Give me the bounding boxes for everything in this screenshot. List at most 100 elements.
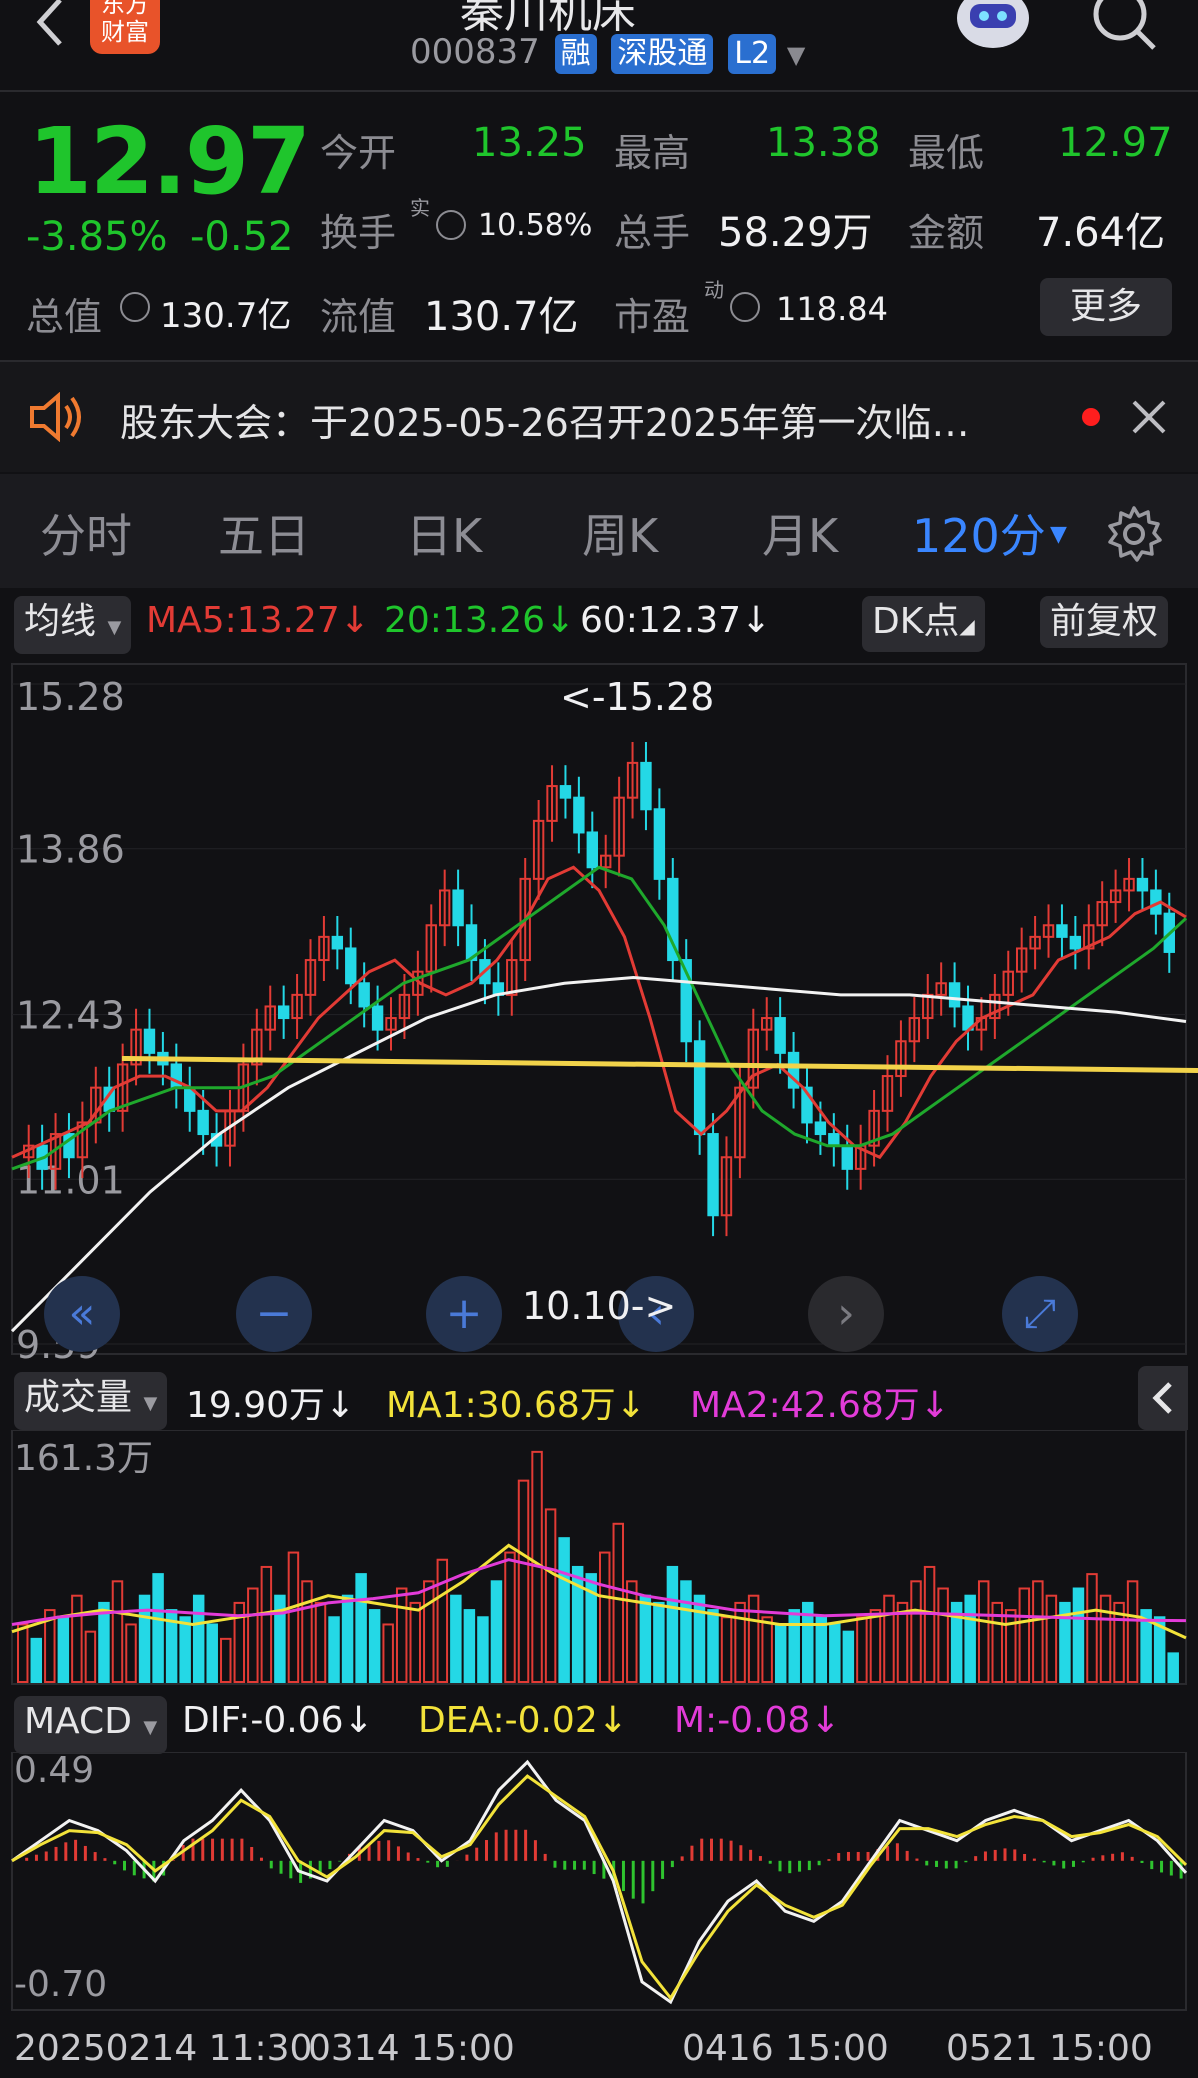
macd-selector[interactable]: MACD ▼	[14, 1696, 168, 1754]
volume-ma1-value: MA1:30.68万	[386, 1385, 616, 1426]
candle-body	[693, 1040, 706, 1136]
macd-dea-line	[11, 1774, 1188, 2001]
time-axis-tick: 0416 15:00	[682, 2028, 889, 2069]
tab-weekly[interactable]: 周K	[582, 509, 659, 563]
back-icon[interactable]	[20, 0, 70, 50]
volume-bar	[653, 1601, 665, 1683]
macd-dif-line	[11, 1759, 1188, 2005]
volume-bar	[1167, 1652, 1179, 1684]
market-cap-label: 总值	[26, 295, 103, 339]
volume-bar	[368, 1609, 381, 1684]
unread-dot	[1082, 408, 1100, 426]
candle-body	[720, 1156, 733, 1217]
tab-daily[interactable]: 日K	[406, 509, 483, 563]
candle-body	[1109, 889, 1122, 904]
volume-bar	[382, 1623, 394, 1683]
dk-point-button[interactable]: DK点◢	[862, 596, 985, 652]
candle-body	[76, 1121, 89, 1159]
volume-bar	[1086, 1573, 1098, 1683]
y-tick-label: 13.86	[16, 828, 125, 872]
step-left-button[interactable]: ‹	[618, 1276, 694, 1352]
collapse-panel-button[interactable]	[1138, 1366, 1188, 1430]
scroll-left-button[interactable]: «	[44, 1276, 120, 1352]
volume-bar	[937, 1587, 949, 1683]
candle-body	[814, 1121, 827, 1136]
volume-bar	[436, 1558, 449, 1683]
fullscreen-button[interactable]: ⤢	[1002, 1276, 1078, 1352]
tab-120min[interactable]: 120分	[912, 509, 1046, 563]
arrow-down-icon: ↓	[741, 600, 772, 641]
open-value: 13.25	[472, 120, 587, 166]
info-icon[interactable]	[436, 210, 466, 240]
stock-code-row: 000837 融 深股通 L2 ▼	[410, 32, 805, 74]
badge-l2: L2	[728, 34, 777, 74]
ma-line-20	[11, 865, 1188, 1171]
step-right-button[interactable]: ›	[808, 1276, 884, 1352]
volume-bar	[192, 1594, 205, 1683]
low-label: 最低	[908, 131, 985, 175]
zoom-in-button[interactable]: +	[426, 1276, 502, 1352]
ma20-value: 20:13.26	[384, 600, 545, 641]
candle-body	[948, 982, 961, 1008]
candle-body	[1123, 877, 1135, 892]
info-icon[interactable]	[730, 292, 760, 322]
candle-body	[573, 796, 585, 834]
search-icon[interactable]	[1088, 0, 1158, 60]
candle-body	[1002, 970, 1014, 996]
volume-bar	[328, 1616, 340, 1683]
candle-body	[586, 831, 598, 869]
volume-selector[interactable]: 成交量 ▼	[14, 1372, 168, 1430]
volume-bar	[720, 1616, 733, 1683]
chevron-down-icon[interactable]: ▼	[1050, 522, 1067, 547]
candle-body	[1015, 947, 1028, 973]
volume-value: 58.29万	[718, 210, 873, 256]
volume-bar	[179, 1616, 191, 1683]
candle-body	[345, 947, 357, 985]
chevron-down-icon: ▼	[107, 617, 122, 638]
candle-body	[1136, 877, 1149, 892]
chevron-down-icon[interactable]: ▼	[786, 41, 806, 69]
robot-avatar-icon[interactable]	[948, 0, 1038, 60]
info-icon[interactable]	[120, 292, 150, 322]
ma-selector[interactable]: 均线 ▼	[14, 596, 132, 654]
time-axis-tick: 0314 15:00	[308, 2028, 515, 2069]
corner-arrow-icon: ◢	[959, 614, 975, 638]
candle-body	[1096, 901, 1108, 927]
amount-label: 金额	[908, 211, 985, 255]
candle-body	[1069, 935, 1082, 950]
more-button[interactable]: 更多	[1040, 278, 1172, 336]
volume-chart[interactable]: 161.3万	[0, 1430, 1198, 1690]
candle-body	[734, 1086, 746, 1159]
float-cap-label: 流值	[320, 295, 397, 339]
ma60-label: 60:12.37↓	[580, 600, 771, 641]
volume-bar	[991, 1601, 1003, 1683]
candle-body	[371, 1005, 384, 1031]
volume-bar	[1045, 1594, 1058, 1683]
macd-chart[interactable]: 0.49 -0.70	[0, 1752, 1198, 2012]
y-tick-label: 11.01	[16, 1158, 125, 1202]
tab-intraday[interactable]: 分时	[40, 509, 132, 563]
candle-body	[197, 1109, 209, 1136]
candle-body	[304, 959, 317, 996]
zoom-out-button[interactable]: −	[236, 1276, 312, 1352]
candle-body	[747, 1028, 760, 1089]
float-cap-value: 130.7亿	[424, 294, 579, 340]
chart-frame	[11, 663, 1187, 1355]
candle-body	[922, 993, 934, 1020]
candle-body	[291, 993, 303, 1020]
candle-body	[895, 1040, 907, 1078]
volume-bar	[707, 1609, 719, 1684]
expand-icon: ⤢	[1024, 1291, 1056, 1337]
settings-gear-icon[interactable]	[1104, 504, 1164, 564]
adjust-button[interactable]: 前复权	[1040, 596, 1169, 648]
volume-bar	[734, 1601, 746, 1683]
candle-body	[868, 1109, 880, 1147]
tab-five-day[interactable]: 五日	[218, 509, 310, 563]
volume-bar	[842, 1630, 855, 1684]
notice-bar[interactable]: 股东大会：于2025-05-26召开2025年第一次临…	[0, 362, 1198, 472]
volume-bar	[1032, 1580, 1044, 1683]
close-icon[interactable]	[1130, 398, 1170, 438]
volume-selector-label: 成交量	[24, 1377, 133, 1418]
tab-monthly[interactable]: 月K	[762, 509, 839, 563]
